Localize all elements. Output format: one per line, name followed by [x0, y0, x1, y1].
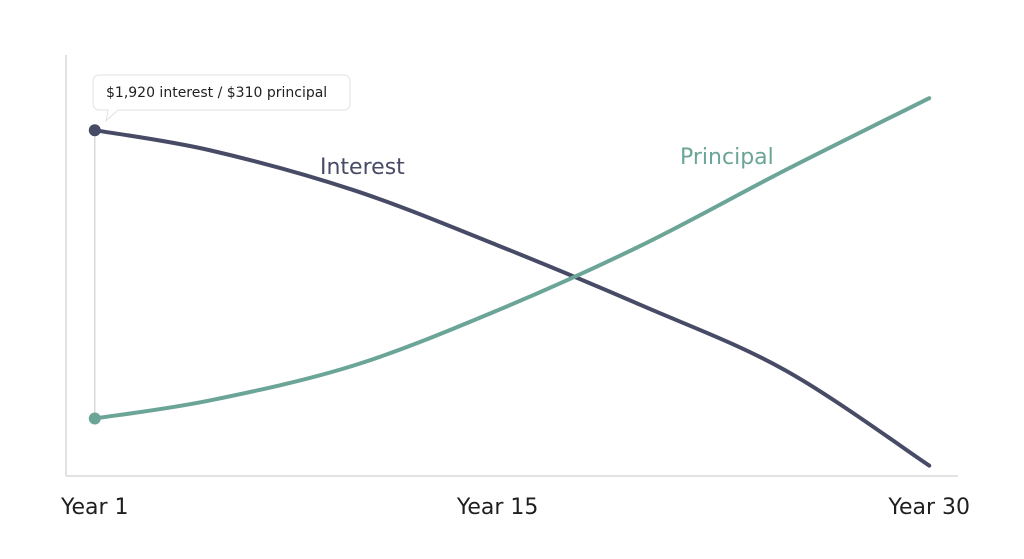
series-line [92, 96, 932, 421]
series-label: Interest [320, 155, 405, 180]
plot-area: Interest Principal [88, 96, 932, 468]
tooltip-text: $1,920 interest / $310 principal [106, 85, 327, 101]
x-tick-label: Year 1 [60, 495, 129, 520]
tooltip: $1,920 interest / $310 principal [92, 74, 351, 123]
series-label: Principal [680, 145, 774, 170]
tooltip-box [92, 74, 351, 123]
x-tick-label: Year 30 [887, 495, 970, 520]
hover-dot [88, 124, 101, 137]
x-tick-label: Year 15 [456, 495, 539, 520]
series-line [92, 128, 932, 468]
hover-dot [88, 412, 101, 425]
